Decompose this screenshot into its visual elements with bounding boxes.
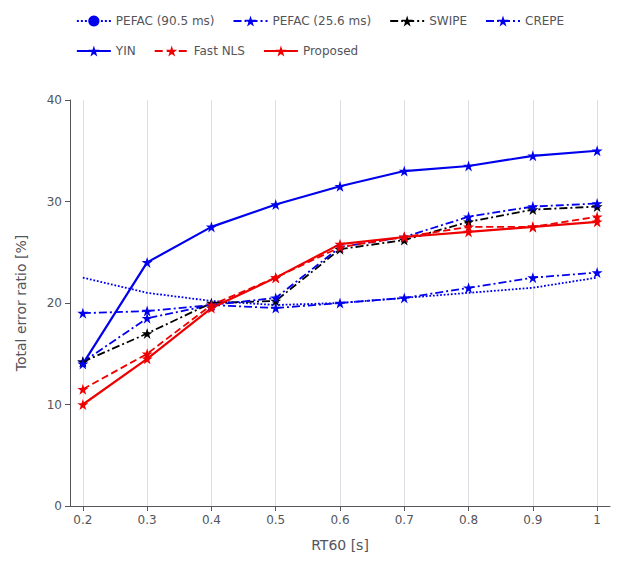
svg-text:SWIPE: SWIPE	[429, 14, 467, 28]
svg-text:0.6: 0.6	[330, 513, 349, 527]
svg-text:0.7: 0.7	[395, 513, 414, 527]
svg-text:Proposed: Proposed	[303, 44, 358, 58]
svg-text:0.8: 0.8	[459, 513, 478, 527]
svg-text:10: 10	[47, 398, 62, 412]
svg-text:PEFAC (90.5 ms): PEFAC (90.5 ms)	[116, 14, 215, 28]
svg-text:0: 0	[54, 499, 62, 513]
svg-text:30: 30	[47, 195, 62, 209]
svg-text:0.4: 0.4	[202, 513, 221, 527]
svg-text:CREPE: CREPE	[525, 14, 564, 28]
svg-text:PEFAC (25.6 ms): PEFAC (25.6 ms)	[273, 14, 372, 28]
svg-text:Fast NLS: Fast NLS	[194, 44, 245, 58]
svg-text:Total error ratio [%]: Total error ratio [%]	[13, 235, 29, 372]
svg-text:YIN: YIN	[115, 44, 136, 58]
svg-text:20: 20	[47, 296, 62, 310]
svg-text:0.2: 0.2	[73, 513, 92, 527]
svg-text:0.9: 0.9	[523, 513, 542, 527]
svg-text:0.3: 0.3	[138, 513, 157, 527]
svg-text:40: 40	[47, 93, 62, 107]
svg-text:0.5: 0.5	[266, 513, 285, 527]
svg-text:1: 1	[593, 513, 601, 527]
svg-text:RT60 [s]: RT60 [s]	[311, 537, 369, 553]
